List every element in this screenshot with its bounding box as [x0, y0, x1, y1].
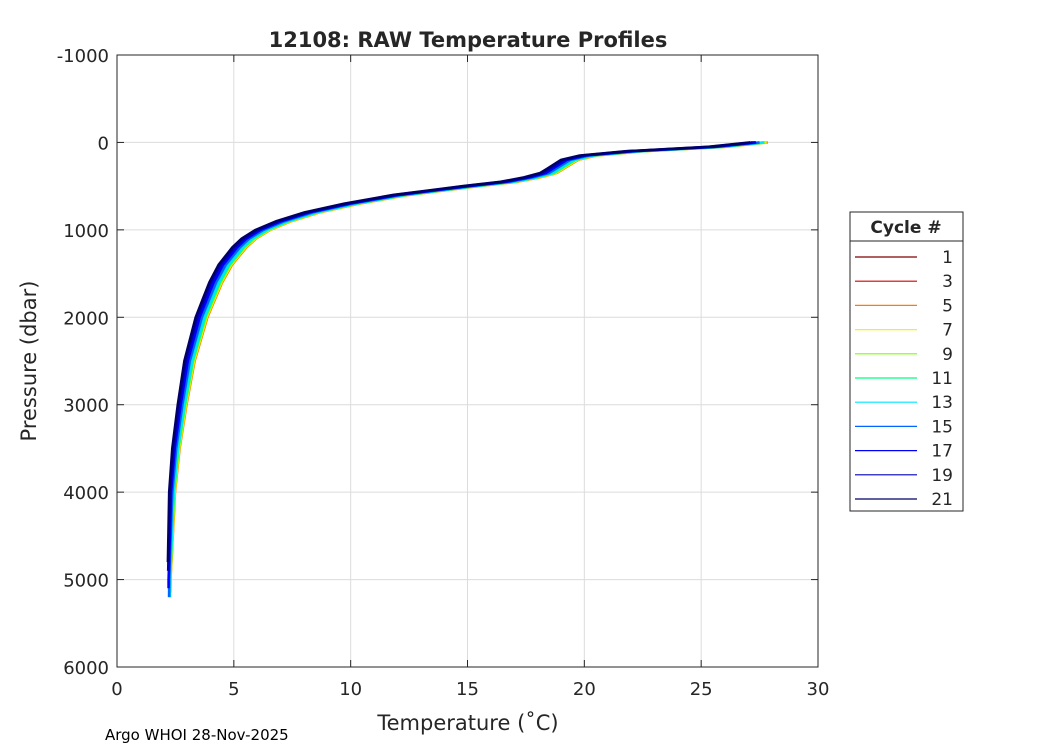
x-tick-label: 25	[690, 679, 713, 700]
y-tick-label: -1000	[57, 46, 109, 67]
footer-credit: Argo WHOI 28-Nov-2025	[105, 726, 289, 744]
y-tick-label: 4000	[63, 483, 109, 504]
y-axis-ticks: -1000 0 1000 2000 3000 4000 5000 6000	[57, 46, 818, 679]
legend-title: Cycle #	[870, 218, 941, 238]
chart-title: 12108: RAW Temperature Profiles	[269, 28, 668, 52]
y-tick-label: 6000	[63, 658, 109, 679]
x-axis-ticks: 0 5 10 15 20 25 30	[111, 55, 829, 700]
legend-label-cycle-11: 11	[931, 369, 953, 389]
legend-label-cycle-21: 21	[931, 490, 953, 510]
legend-label-cycle-3: 3	[942, 272, 953, 292]
x-axis-label: Temperature (˚C)	[376, 711, 558, 735]
profile-line-cycle-21	[166, 141, 751, 563]
x-tick-label: 0	[111, 679, 122, 700]
legend-label-cycle-15: 15	[931, 417, 953, 437]
legend-box	[849, 211, 964, 512]
y-tick-label: 2000	[63, 308, 109, 329]
legend-label-cycle-5: 5	[942, 296, 953, 316]
x-tick-label: 5	[228, 679, 239, 700]
profile-lines	[166, 141, 768, 598]
legend-label-cycle-17: 17	[931, 442, 953, 462]
x-tick-label: 30	[807, 679, 830, 700]
legend-label-cycle-19: 19	[931, 466, 953, 486]
y-tick-label: 5000	[63, 571, 109, 592]
y-tick-label: 1000	[63, 221, 109, 242]
legend-label-cycle-1: 1	[942, 248, 953, 268]
legend-label-cycle-7: 7	[942, 321, 953, 341]
x-tick-label: 20	[573, 679, 596, 700]
y-axis-label: Pressure (dbar)	[17, 281, 41, 442]
x-tick-label: 15	[456, 679, 479, 700]
y-tick-label: 0	[98, 133, 109, 154]
y-tick-label: 3000	[63, 396, 109, 417]
legend-label-cycle-9: 9	[942, 345, 953, 365]
x-tick-label: 10	[339, 679, 362, 700]
legend-label-cycle-13: 13	[931, 393, 953, 413]
